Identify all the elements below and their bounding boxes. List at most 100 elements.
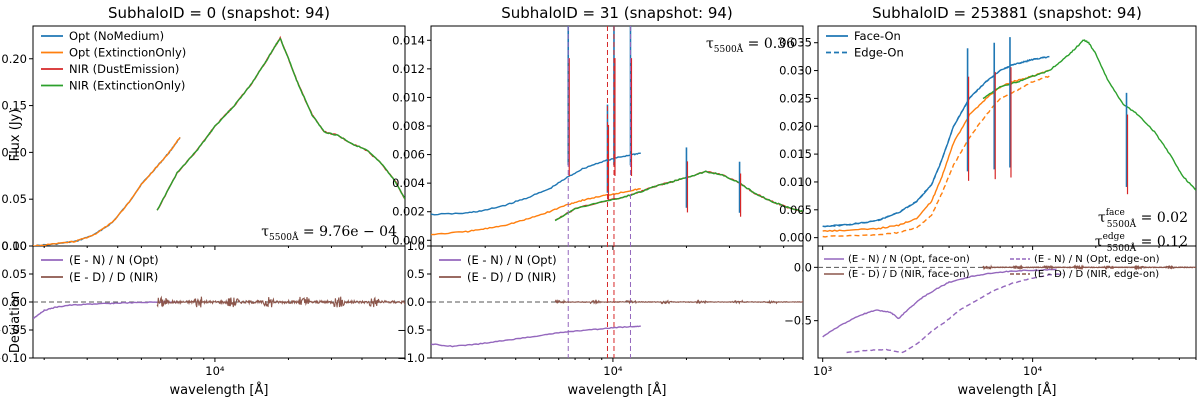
top-axes-frame — [430, 25, 804, 247]
xtick-label: 10³ — [813, 364, 833, 378]
series-nir — [982, 39, 1196, 191]
ytick-label-bottom: 0.5 — [407, 267, 425, 281]
tau-subscript: 5500Å — [1107, 242, 1137, 254]
panels: SubhaloID = 0 (snapshot: 94) 0.00 0.05 0.10… — [0, 4, 1197, 398]
top-series — [33, 35, 405, 246]
series--e-n-n-opt- — [33, 300, 181, 319]
ytick-label-top: 0.015 — [779, 147, 812, 161]
ytick-label-top: 0.000 — [392, 233, 425, 247]
tau-subscript: 5500Å — [1107, 218, 1137, 230]
panel-3: SubhaloID = 253881 (snapshot: 94) 0.000 0.… — [779, 4, 1197, 398]
ytick-label-bottom: −0.5 — [397, 323, 425, 337]
top-series — [431, 26, 803, 236]
ytick-label-top: 0.15 — [1, 99, 27, 113]
legend-label: (E - D) / D (NIR) — [467, 270, 556, 284]
ytick-label-top: 0.014 — [392, 33, 425, 47]
ytick-label-top: 0.20 — [1, 52, 27, 66]
top-legend: Face-On Edge-On — [826, 29, 904, 60]
ytick-label-bottom: 1.0 — [407, 239, 425, 253]
tau-value: = 0.36 — [743, 36, 795, 52]
series-opt-extinctiononly- — [33, 136, 181, 246]
legend-label: (E - D) / D (NIR, face-on) — [848, 269, 970, 280]
left-ylabel-bottom: Deviation — [8, 291, 23, 353]
ytick-label-top: 0.030 — [779, 64, 812, 78]
legend-label: Opt (ExtinctionOnly) — [69, 46, 186, 60]
series--e-n-n-opt-face-on- — [822, 268, 1057, 338]
tau-subscript: 5500Å — [269, 231, 299, 243]
ytick-label-bottom: 0.0 — [794, 260, 812, 274]
tau-symbol: τ — [261, 224, 269, 240]
ytick-label-bottom: −0.5 — [784, 314, 812, 328]
ytick-label-top: 0.012 — [392, 62, 425, 76]
legend-label: (E - N) / N (Opt, face-on) — [848, 254, 970, 265]
series-opt-edge-on — [822, 55, 1050, 228]
xtick-label: 10⁴ — [205, 364, 225, 378]
tau-annotation: τedge 5500Å = 0.12 — [1095, 232, 1188, 254]
bottom-series — [33, 295, 405, 319]
bottom-legend: (E - N) / N (Opt) (E - D) / D (NIR) — [41, 253, 159, 284]
ytick-label-bottom: −0.10 — [0, 351, 27, 365]
panel-1: SubhaloID = 0 (snapshot: 94) 0.00 0.05 0.10… — [0, 4, 406, 398]
tau-superscript: face — [1106, 208, 1125, 218]
ytick-label-top: 0.10 — [1, 145, 27, 159]
ytick-label-bottom: 0.05 — [1, 267, 27, 281]
tau-annotation: τ5500Å = 9.76e − 04 — [261, 224, 397, 243]
legend-label: Edge-On — [854, 46, 904, 60]
panel-title: SubhaloID = 0 (snapshot: 94) — [108, 4, 330, 22]
legend-label: NIR (ExtinctionOnly) — [69, 79, 185, 93]
legend-label: (E - N) / N (Opt, edge-on) — [1034, 254, 1160, 265]
tau-symbol: τ — [1095, 234, 1103, 250]
xtick-label: 10⁴ — [603, 364, 623, 378]
bottom-series — [431, 298, 803, 348]
legend-label: Face-On — [854, 29, 901, 43]
tau-annotation: τface 5500Å = 0.02 — [1098, 208, 1188, 230]
ytick-label-bottom: 0.0 — [407, 295, 425, 309]
tau-subscript: 5500Å — [714, 43, 744, 55]
ytick-label-bottom: 0.00 — [1, 295, 27, 309]
ytick-label-top: 0.00 — [1, 239, 27, 253]
series-nir-deviation — [554, 298, 803, 305]
xlabel: wavelength [Å] — [958, 382, 1057, 398]
series-nir-extinctiononly- — [554, 170, 803, 222]
panel-title: SubhaloID = 31 (snapshot: 94) — [501, 4, 733, 22]
series-opt-extinctiononly- — [431, 187, 641, 236]
series-opt-face-on-extinction — [822, 69, 1050, 233]
series-nir-deviation — [156, 295, 405, 308]
series-opt-nomedium- — [431, 152, 641, 216]
ytick-label-bottom: −1.0 — [397, 351, 425, 365]
ytick-label-top: 0.010 — [392, 90, 425, 104]
ylabel-flux: Flux (Jy) — [8, 109, 23, 162]
tau-value: = 0.12 — [1136, 234, 1188, 250]
tau-value: = 0.02 — [1136, 210, 1188, 226]
top-legend: Opt (NoMedium) Opt (ExtinctionOnly) NIR (D… — [41, 29, 186, 93]
series-opt-nomedium- — [33, 137, 181, 246]
panel-title: SubhaloID = 253881 (snapshot: 94) — [872, 4, 1142, 22]
legend-label: Opt (NoMedium) — [69, 29, 164, 43]
tau-annotation: τ5500Å = 0.36 — [706, 36, 795, 55]
tau-superscript: edge — [1103, 232, 1125, 242]
legend-label: (E - N) / N (Opt) — [467, 253, 557, 267]
ytick-label-top: 0.035 — [779, 36, 812, 50]
ytick-label-top: 0.008 — [392, 119, 425, 133]
legend-label: (E - D) / D (NIR) — [69, 270, 158, 284]
tau-symbol: τ — [1098, 210, 1106, 226]
ytick-label-top: 0.025 — [779, 91, 812, 105]
ytick-label-top: 0.002 — [392, 205, 425, 219]
bottom-series — [818, 264, 1196, 354]
ytick-label-bottom: −0.05 — [0, 323, 27, 337]
ytick-label-top: 0.020 — [779, 119, 812, 133]
series-nir-deviation — [982, 264, 1196, 271]
ytick-label-top: 0.004 — [392, 176, 425, 190]
bottom-legend: (E - N) / N (Opt, face-on) (E - D) / D (N… — [824, 254, 1160, 280]
panel-2: SubhaloID = 31 (snapshot: 94) 0.000 0.002 0… — [392, 4, 804, 398]
legend-label: NIR (DustEmission) — [69, 62, 179, 76]
ylabel-deviation: Deviation — [8, 291, 23, 353]
series-nir-extinctiononly- — [156, 37, 405, 211]
legend-label: (E - N) / N (Opt) — [69, 253, 159, 267]
series--e-n-n-opt-edge-on- — [846, 273, 1064, 354]
xlabel: wavelength [Å] — [568, 382, 667, 398]
xlabel: wavelength [Å] — [170, 382, 269, 398]
series-nir-dustemission- — [156, 35, 405, 211]
ytick-label-top: 0.006 — [392, 148, 425, 162]
